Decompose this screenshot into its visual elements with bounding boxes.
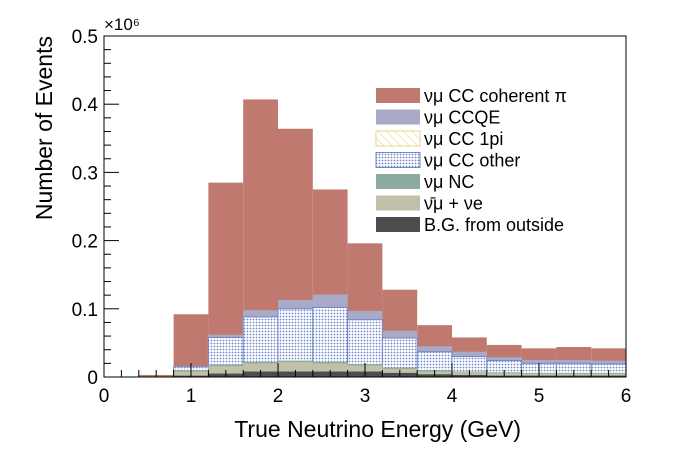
y-tick-label: 0.5 xyxy=(72,27,98,48)
axis-ticks xyxy=(103,35,627,378)
legend-label-numu_nc: νμ NC xyxy=(424,172,474,192)
y-tick-label: 0 xyxy=(87,368,98,389)
x-tick-label: 6 xyxy=(621,386,632,407)
y-tick-label: 0.2 xyxy=(72,232,98,253)
x-tick-label: 5 xyxy=(534,386,545,407)
legend-swatch-numu_cc_coh_pi xyxy=(376,88,420,103)
y-tick-label: 0.1 xyxy=(72,300,98,321)
histogram-bars xyxy=(138,99,627,378)
legend-label-bg_outside: B.G. from outside xyxy=(424,215,564,235)
y-multiplier: ×10⁶ xyxy=(104,15,140,34)
legend-label-numu_cc_other: νμ CC other xyxy=(424,151,520,171)
legend-label-numu_cc_coh_pi: νμ CC coherent π xyxy=(424,86,567,106)
y-tick-label: 0.3 xyxy=(72,163,98,184)
x-tick-label: 0 xyxy=(99,386,110,407)
y-tick-label: 0.4 xyxy=(72,95,99,116)
legend-swatch-bg_outside xyxy=(376,217,420,232)
legend-swatch-numu_ccqe xyxy=(376,109,420,125)
legend-swatch-numubar_nue xyxy=(376,195,420,211)
legend-swatch-numu_nc xyxy=(376,174,420,189)
y-axis-title: Number of Events xyxy=(31,36,57,220)
legend-swatch-numu_cc_other xyxy=(375,152,421,168)
legend-label-numu_cc_1pi: νμ CC 1pi xyxy=(424,129,503,149)
x-tick-label: 2 xyxy=(273,386,284,407)
legend-label-numubar_nue: ν̄μ + νe xyxy=(424,194,483,214)
x-axis-title: True Neutrino Energy (GeV) xyxy=(234,416,521,442)
axis-tick-labels: 0 1 2 3 4 5 6 0 0.1 0.2 0.3 0.4 0.5 xyxy=(72,27,632,407)
x-tick-label: 3 xyxy=(360,386,371,407)
x-tick-label: 1 xyxy=(186,386,197,407)
x-tick-label: 4 xyxy=(447,386,458,407)
legend-swatch-numu_cc_1pi xyxy=(375,130,421,147)
legend-label-numu_ccqe: νμ CCQE xyxy=(424,108,500,128)
